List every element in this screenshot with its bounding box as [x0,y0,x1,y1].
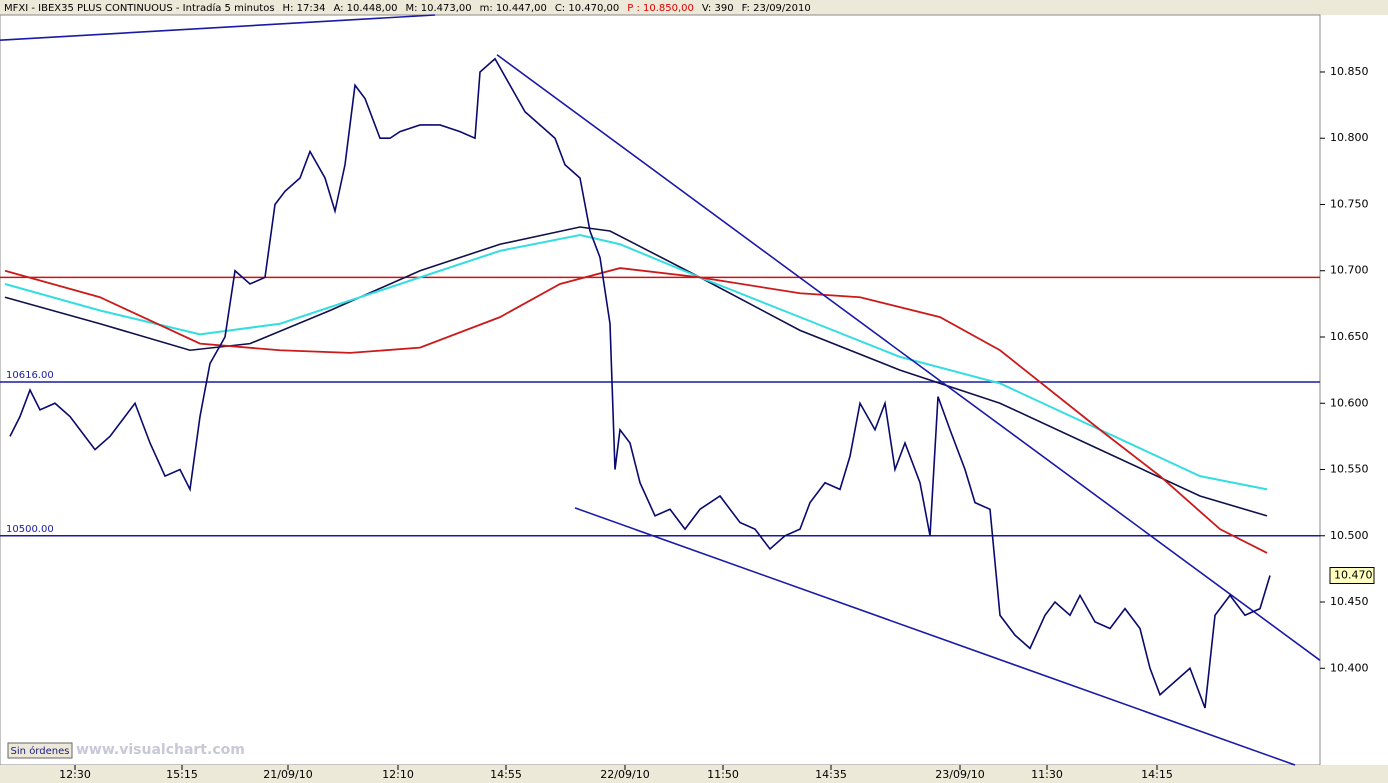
last-price-label: 10.470 [1334,569,1373,582]
header-field: F: 23/09/2010 [742,3,811,14]
x-axis-bar [0,765,1388,783]
y-tick-label: 10.750 [1330,197,1369,210]
y-tick-label: 10.700 [1330,264,1369,277]
y-tick-label: 10.550 [1330,463,1369,476]
y-tick-label: 10.600 [1330,396,1369,409]
x-tick-label: 21/09/10 [263,768,312,781]
header-field: m: 10.447,00 [480,3,547,14]
level-label: 10500.00 [6,524,54,535]
x-tick-label: 14:15 [1141,768,1173,781]
watermark: www.visualchart.com [76,742,245,758]
trend-line [574,507,1296,766]
x-tick-label: 14:35 [815,768,847,781]
header-field: MFXI - IBEX35 PLUS CONTINUOUS - Intradía… [4,2,275,14]
header-field: P : 10.850,00 [627,3,694,14]
y-tick-label: 10.650 [1330,330,1369,343]
orders-button-label[interactable]: Sin órdenes [11,745,70,757]
x-tick-label: 12:30 [59,768,91,781]
trend-line [496,54,1321,661]
header-field: M: 10.473,00 [406,3,472,14]
y-tick-label: 10.450 [1330,595,1369,608]
x-tick-label: 14:55 [490,768,522,781]
x-tick-label: 12:10 [382,768,414,781]
y-tick-label: 10.850 [1330,65,1369,78]
window-controls[interactable] [1324,2,1384,13]
x-tick-label: 23/09/10 [935,768,984,781]
orders-button[interactable] [7,742,73,759]
trend-line [0,14,436,41]
header-field: A: 10.448,00 [333,3,397,14]
y-tick-label: 10.500 [1330,529,1369,542]
header-bar [0,0,1388,15]
header-field: V: 390 [702,3,734,14]
moving-average [4,267,1268,554]
x-tick-label: 22/09/10 [600,768,649,781]
x-tick-label: 11:50 [707,768,739,781]
plot-area [0,14,1321,766]
header-field: H: 17:34 [283,3,326,14]
last-price-box [1329,567,1375,585]
x-tick-label: 15:15 [166,768,198,781]
header-field: C: 10.470,00 [555,3,619,14]
y-tick-label: 10.400 [1330,661,1369,674]
price-line [9,57,1271,709]
x-tick-label: 11:30 [1031,768,1063,781]
y-tick-label: 10.800 [1330,131,1369,144]
level-label: 10616.00 [6,370,54,381]
